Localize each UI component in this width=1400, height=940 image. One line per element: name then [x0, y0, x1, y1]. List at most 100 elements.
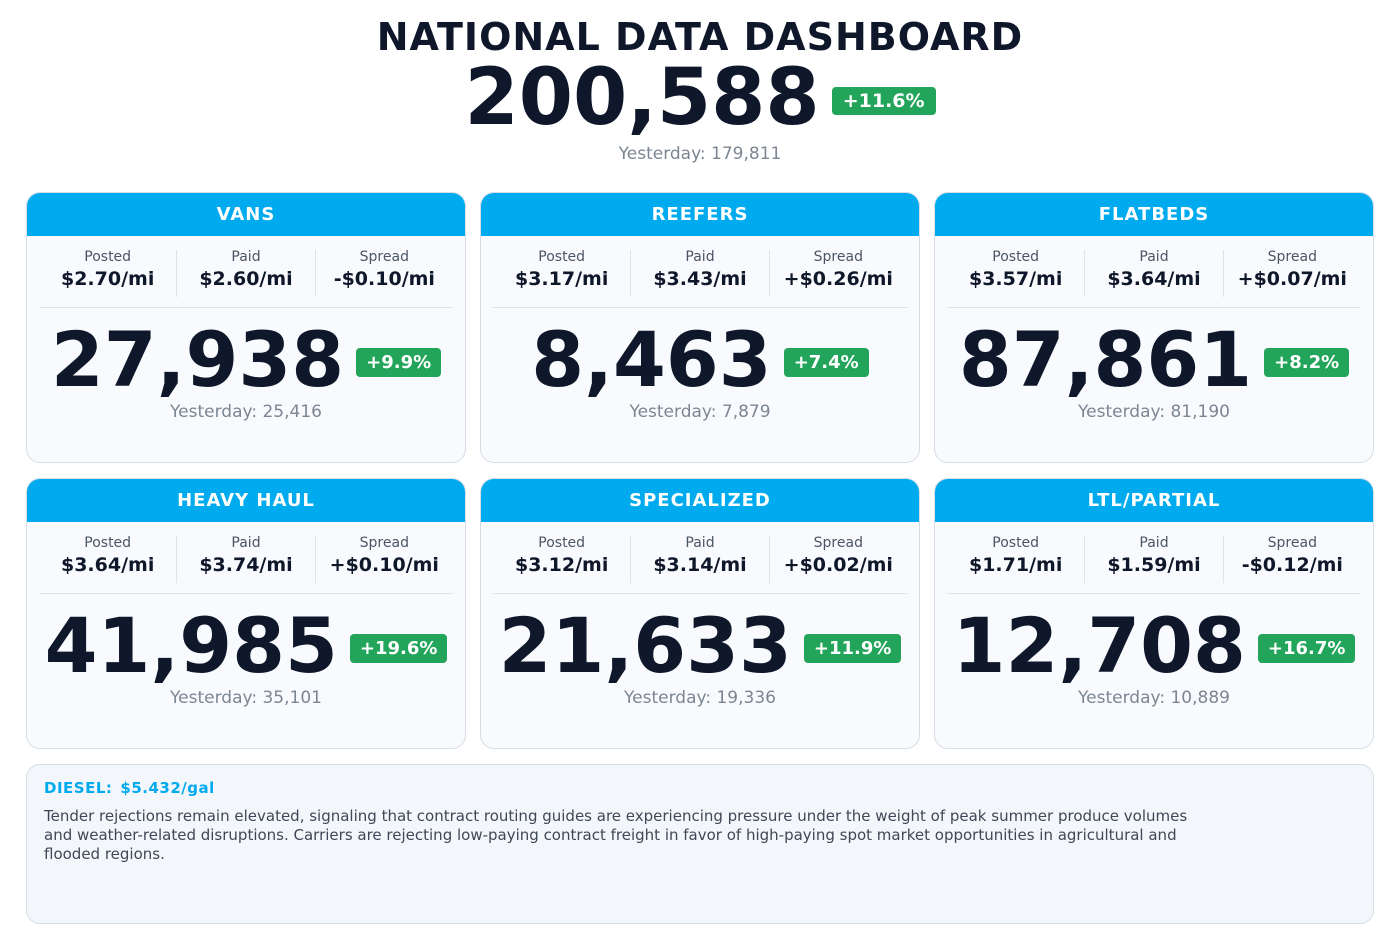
rate-paid: Paid $3.43/mi: [631, 249, 770, 297]
load-count: 21,633: [498, 601, 792, 690]
rate-label: Spread: [813, 535, 863, 551]
card-vans: VANS Posted $2.70/mi Paid $2.60/mi Sprea…: [26, 192, 466, 463]
count-row: 27,938 +9.9%: [27, 312, 465, 408]
load-count: 12,708: [952, 601, 1246, 690]
card-ltl-partial: LTL/PARTIAL Posted $1.71/mi Paid $1.59/m…: [934, 478, 1374, 749]
rate-value: $3.17/mi: [514, 268, 609, 290]
yesterday-count: Yesterday: 25,416: [170, 402, 322, 422]
rate-value: +$0.26/mi: [783, 268, 893, 290]
rate-paid: Paid $3.64/mi: [1085, 249, 1224, 297]
rate-label: Paid: [1139, 249, 1169, 265]
rate-value: $3.43/mi: [653, 268, 747, 290]
rate-value: $3.64/mi: [1107, 268, 1201, 290]
rate-row: Posted $2.70/mi Paid $2.60/mi Spread -$0…: [39, 250, 453, 308]
rate-label: Paid: [685, 249, 715, 265]
rate-label: Paid: [1139, 535, 1169, 551]
count-row: 21,633 +11.9%: [481, 598, 919, 694]
diesel-label: DIESEL:: [44, 779, 113, 797]
card-reefers: REEFERS Posted $3.17/mi Paid $3.43/mi Sp…: [480, 192, 920, 463]
rate-value: +$0.07/mi: [1237, 268, 1347, 290]
total-count: 200,588: [464, 53, 820, 143]
rate-label: Posted: [538, 249, 586, 265]
dashboard-header: NATIONAL DATA DASHBOARD 200,588 +11.6% Y…: [0, 14, 1400, 164]
rate-posted: Posted $3.64/mi: [39, 536, 178, 583]
rate-label: Paid: [685, 535, 715, 551]
load-count: 41,985: [44, 601, 338, 690]
rate-label: Paid: [231, 535, 261, 551]
rate-spread: Spread +$0.02/mi: [770, 536, 907, 583]
rate-label: Spread: [813, 249, 863, 265]
rate-value: $3.12/mi: [514, 554, 609, 576]
card-title: SPECIALIZED: [481, 479, 919, 522]
rate-posted: Posted $3.17/mi: [493, 249, 632, 297]
rate-value: +$0.02/mi: [783, 554, 893, 576]
change-badge: +9.9%: [356, 347, 442, 377]
count-row: 41,985 +19.6%: [27, 598, 465, 694]
rate-value: $3.57/mi: [968, 268, 1063, 290]
rate-paid: Paid $3.74/mi: [177, 535, 316, 583]
change-badge: +7.4%: [783, 347, 869, 377]
change-badge: +19.6%: [349, 633, 448, 663]
rate-label: Posted: [84, 249, 132, 265]
load-count: 27,938: [50, 315, 345, 404]
rate-label: Spread: [1267, 249, 1317, 265]
change-badge: +8.2%: [1264, 347, 1350, 377]
count-row: 12,708 +16.7%: [935, 598, 1373, 694]
yesterday-count: Yesterday: 10,889: [1078, 688, 1230, 708]
load-count: 87,861: [958, 315, 1253, 404]
rate-row: Posted $3.17/mi Paid $3.43/mi Spread +$0…: [493, 250, 907, 308]
rate-paid: Paid $2.60/mi: [177, 249, 316, 297]
rate-value: $2.60/mi: [199, 268, 293, 290]
rate-value: $3.14/mi: [653, 554, 747, 576]
rate-value: $3.64/mi: [60, 554, 155, 576]
page-title: NATIONAL DATA DASHBOARD: [376, 15, 1024, 59]
rate-row: Posted $1.71/mi Paid $1.59/mi Spread -$0…: [947, 536, 1361, 594]
rate-spread: Spread +$0.10/mi: [316, 536, 453, 583]
rate-value: $1.71/mi: [968, 554, 1063, 576]
card-title: HEAVY HAUL: [27, 479, 465, 522]
total-yesterday: Yesterday: 179,811: [618, 144, 782, 164]
rate-label: Posted: [992, 249, 1040, 265]
rate-label: Spread: [1267, 535, 1317, 551]
card-heavy-haul: HEAVY HAUL Posted $3.64/mi Paid $3.74/mi…: [26, 478, 466, 749]
rate-spread: Spread -$0.12/mi: [1224, 536, 1361, 583]
rate-spread: Spread +$0.26/mi: [770, 250, 907, 297]
rate-posted: Posted $3.12/mi: [493, 535, 632, 583]
yesterday-count: Yesterday: 35,101: [170, 688, 322, 708]
rate-label: Spread: [359, 535, 409, 551]
yesterday-count: Yesterday: 19,336: [624, 688, 776, 708]
rate-paid: Paid $1.59/mi: [1085, 535, 1224, 583]
market-commentary: Tender rejections remain elevated, signa…: [44, 807, 1188, 863]
card-title: VANS: [27, 193, 465, 236]
rate-value: -$0.12/mi: [1241, 554, 1343, 576]
card-title: REEFERS: [481, 193, 919, 236]
rate-label: Paid: [231, 249, 261, 265]
card-title: LTL/PARTIAL: [935, 479, 1373, 522]
change-badge: +11.9%: [803, 633, 902, 663]
total-row: 200,588 +11.6%: [0, 58, 1400, 138]
rate-label: Spread: [359, 249, 409, 265]
diesel-value: $5.432/gal: [120, 779, 215, 797]
rate-label: Posted: [992, 535, 1040, 551]
card-specialized: SPECIALIZED Posted $3.12/mi Paid $3.14/m…: [480, 478, 920, 749]
rate-value: -$0.10/mi: [333, 268, 435, 290]
rate-value: +$0.10/mi: [329, 554, 439, 576]
rate-posted: Posted $3.57/mi: [947, 249, 1086, 297]
rate-paid: Paid $3.14/mi: [631, 535, 770, 583]
rate-posted: Posted $1.71/mi: [947, 535, 1086, 583]
rate-value: $3.74/mi: [199, 554, 293, 576]
rate-label: Posted: [538, 535, 586, 551]
rate-row: Posted $3.64/mi Paid $3.74/mi Spread +$0…: [39, 536, 453, 594]
change-badge: +16.7%: [1257, 633, 1356, 663]
market-news-panel: DIESEL: $5.432/gal Tender rejections rema…: [26, 764, 1374, 924]
card-title: FLATBEDS: [935, 193, 1373, 236]
count-row: 87,861 +8.2%: [935, 312, 1373, 408]
rate-spread: Spread -$0.10/mi: [316, 250, 453, 297]
rate-row: Posted $3.57/mi Paid $3.64/mi Spread +$0…: [947, 250, 1361, 308]
rate-row: Posted $3.12/mi Paid $3.14/mi Spread +$0…: [493, 536, 907, 594]
card-flatbeds: FLATBEDS Posted $3.57/mi Paid $3.64/mi S…: [934, 192, 1374, 463]
rate-posted: Posted $2.70/mi: [39, 249, 178, 297]
rate-value: $1.59/mi: [1107, 554, 1201, 576]
rate-value: $2.70/mi: [60, 268, 155, 290]
total-change-badge: +11.6%: [831, 87, 936, 115]
